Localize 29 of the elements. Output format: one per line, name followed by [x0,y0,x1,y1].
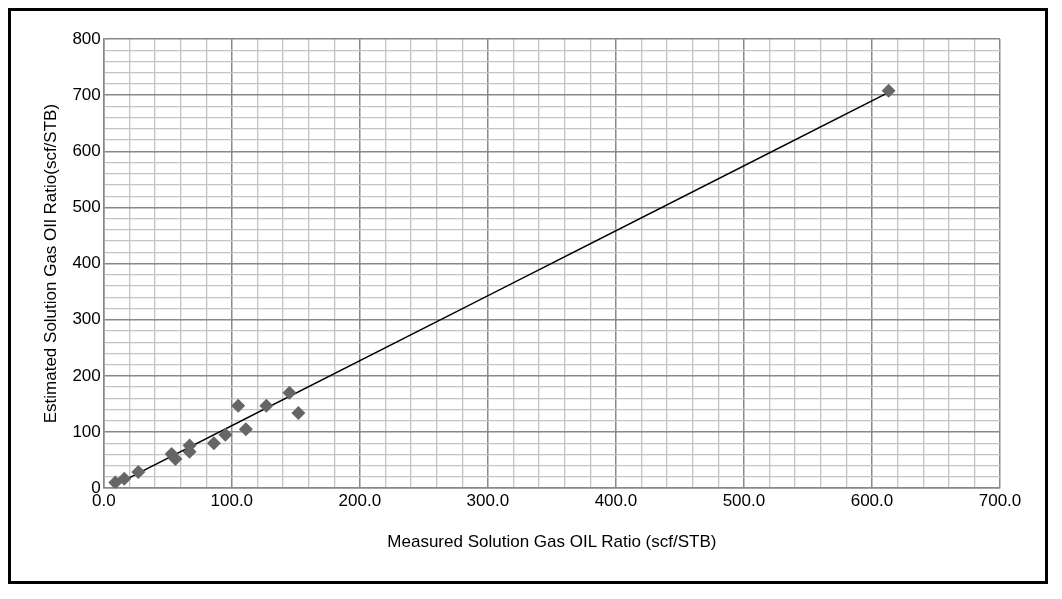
point [131,464,146,479]
point [108,475,123,489]
point [291,405,306,420]
point [206,436,221,451]
point [259,398,274,413]
y-tick-label: 200 [72,365,101,385]
point [238,422,253,437]
x-tick-label: 500.0 [722,491,766,511]
point [218,427,233,442]
x-tick-label: 300.0 [466,491,510,511]
y-axis-title: Estimated Solution Gas OIl Ratio(scf/STB) [40,103,60,424]
y-tick-label: 400 [72,253,101,273]
point [881,83,896,98]
y-tick-label: 600 [72,140,101,160]
y-tick-label: 800 [72,28,101,48]
x-tick-label: 200.0 [338,491,382,511]
x-tick-label: 400.0 [594,491,638,511]
x-tick-label: 600.0 [850,491,894,511]
y-tick-label: 100 [72,421,101,441]
point [117,471,132,486]
y-tick-label: 700 [72,84,101,104]
x-tick-label: 700.0 [978,491,1022,511]
y-tick-label: 300 [72,309,101,329]
y-tick-label: 500 [72,197,101,217]
point [168,452,183,466]
point [282,385,297,400]
point [231,398,246,413]
x-axis-title: Measured Solution Gas OIL Ratio (scf/STB) [387,532,717,552]
x-tick-label: 100.0 [210,491,254,511]
